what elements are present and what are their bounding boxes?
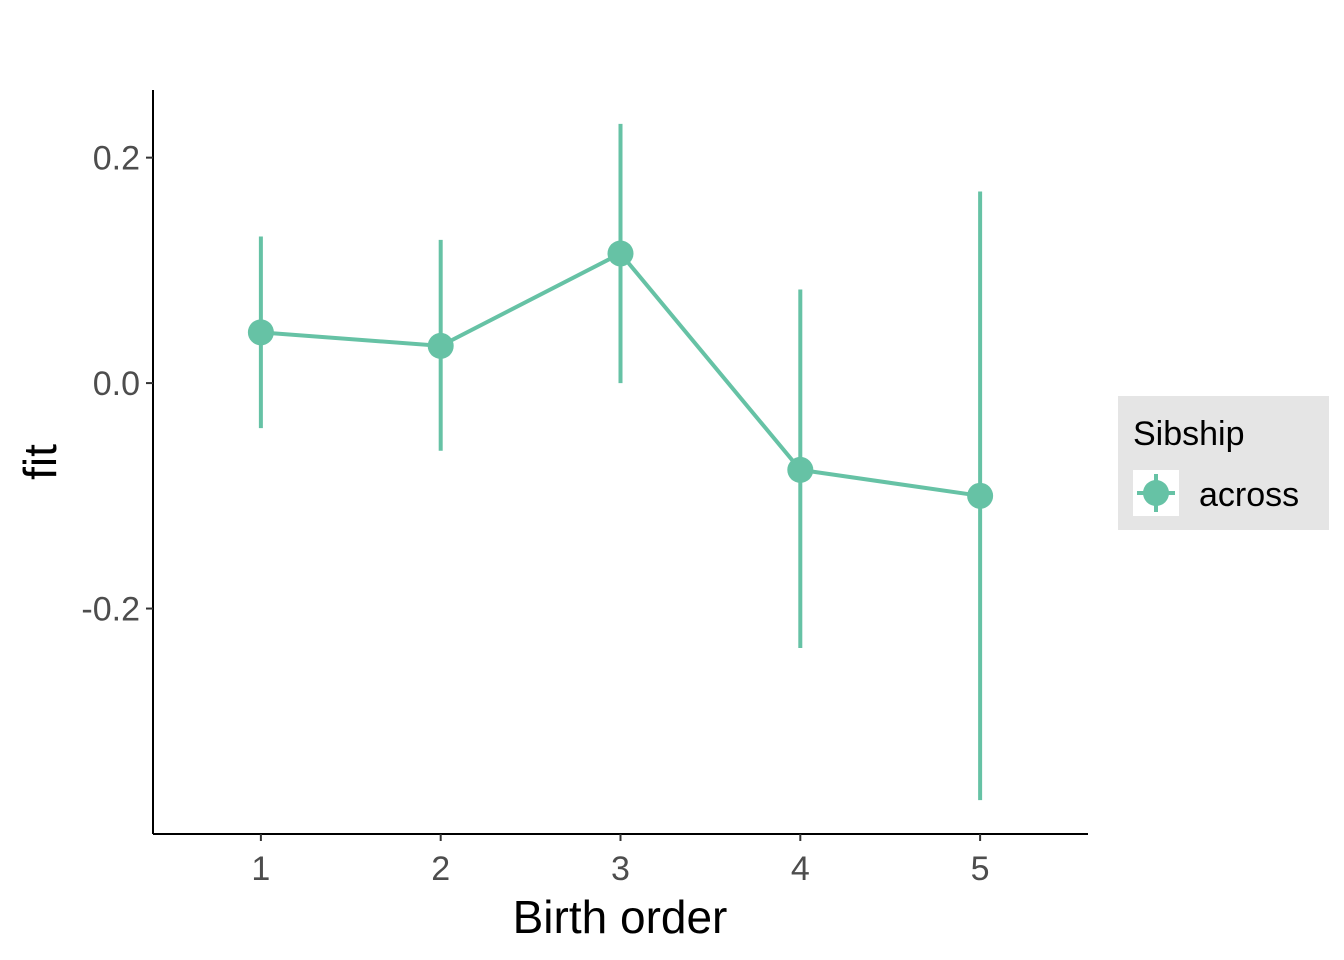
plot-area [247, 123, 994, 801]
x-ticks: 1 2 3 4 5 [251, 834, 990, 888]
legend-title: Sibship [1133, 415, 1245, 453]
data-point [427, 332, 454, 359]
data-point [607, 240, 634, 267]
data-point [787, 456, 814, 483]
x-axis-title: Birth order [513, 891, 728, 943]
data-point [247, 319, 274, 346]
x-tick-label: 3 [611, 850, 630, 888]
x-tick-label: 2 [431, 850, 450, 888]
legend: Sibship across [1118, 396, 1329, 530]
x-tick-label: 5 [971, 850, 990, 888]
x-tick-label: 4 [791, 850, 810, 888]
legend-label-across: across [1199, 476, 1299, 514]
data-point [967, 482, 994, 509]
legend-key-point [1143, 480, 1169, 506]
y-tick-label: -0.2 [81, 591, 140, 629]
x-tick-label: 1 [251, 850, 270, 888]
y-ticks: 0.2 0.0 -0.2 [81, 140, 153, 629]
y-tick-label: 0.2 [93, 140, 140, 178]
y-tick-label: 0.0 [93, 365, 140, 403]
y-axis-title: fit [14, 444, 66, 480]
